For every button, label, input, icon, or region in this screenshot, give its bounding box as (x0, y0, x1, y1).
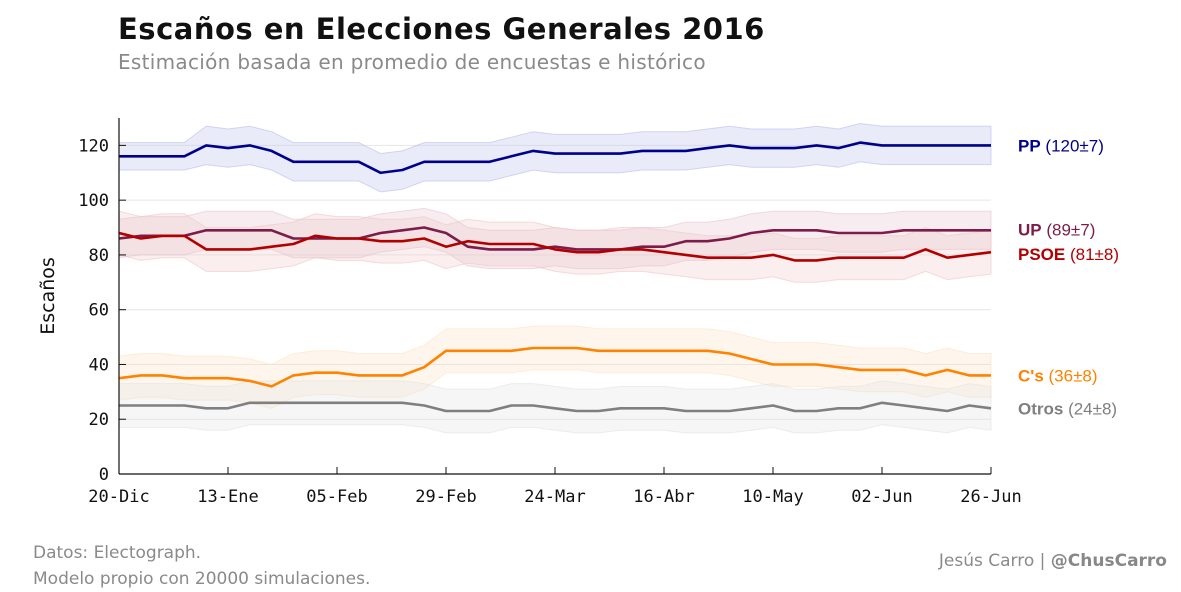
y-tick-label-0: 0 (99, 465, 109, 485)
credit-separator: | (1039, 551, 1046, 571)
series-line-psoe (118, 231, 992, 262)
series-labels: PP (120±7) UP (89±7) PSOE (81±8) C's (36±8)… (1018, 136, 1119, 418)
y-tick-label-120: 120 (78, 136, 109, 156)
source-line-2: Modelo propio con 20000 simulaciones. (33, 569, 371, 589)
series-line-up (118, 226, 991, 251)
x-tick-label-02-Jun: 02-Jun (851, 487, 912, 507)
series-line-otros (119, 401, 992, 413)
y-axis-label: Escaños (37, 257, 59, 335)
y-tick-label-60: 60 (89, 301, 109, 321)
series-label-value: (81±8) (1065, 245, 1119, 264)
series-label-value: (89±7) (1042, 220, 1096, 239)
confidence-bands (118, 122, 992, 434)
series-label-value: (36±8) (1044, 366, 1098, 385)
axes: 0 20 40 60 80 100 120 20-Dic 13-Ene 05-Feb 29-Feb 2… (37, 118, 1022, 507)
x-tick-label-16-Abr: 16-Abr (633, 487, 694, 507)
series-line-pp (119, 141, 991, 175)
x-tick-label-05-Feb: 05-Feb (306, 487, 367, 507)
y-tick-label-100: 100 (78, 191, 109, 211)
series-lines (118, 141, 992, 413)
x-tick-label-29-Feb: 29-Feb (415, 487, 476, 507)
x-tick-label-24-Mar: 24-Mar (524, 487, 585, 507)
source-line-1: Datos: Electograph. (33, 543, 202, 563)
x-tick-label-20-Dic: 20-Dic (88, 487, 149, 507)
series-label-value: (120±7) (1041, 136, 1104, 155)
series-label-name: Otros (1018, 399, 1063, 418)
chart-subtitle: Estimación basada en promedio de encuest… (118, 50, 706, 74)
author-name: Jesús Carro (938, 551, 1035, 571)
x-tick-label-10-May: 10-May (742, 487, 803, 507)
series-label-name: PSOE (1018, 245, 1065, 264)
x-tick-label-26-Jun: 26-Jun (960, 487, 1021, 507)
author-credit: Jesús Carro | @ChusCarro (939, 551, 1167, 571)
band-otros (118, 380, 992, 434)
source-note: Datos: Electograph. Modelo propio con 20… (33, 540, 370, 592)
series-label-name: UP (1018, 220, 1042, 239)
series-line-cs (118, 346, 991, 388)
series-label-cs: C's (36±8) (1018, 366, 1098, 385)
author-handle: @ChusCarro (1050, 551, 1167, 571)
series-label-name: PP (1018, 136, 1041, 155)
band-pp (118, 122, 992, 193)
y-tick-label-20: 20 (89, 410, 109, 430)
series-label-up: UP (89±7) (1018, 220, 1095, 239)
series-label-name: C's (1018, 366, 1044, 385)
y-tick-label-80: 80 (89, 246, 109, 266)
y-tick-label-40: 40 (89, 355, 109, 375)
series-label-pp: PP (120±7) (1018, 136, 1104, 155)
series-label-psoe: PSOE (81±8) (1018, 245, 1119, 264)
chart-title: Escaños en Elecciones Generales 2016 (118, 12, 765, 46)
x-tick-label-13-Ene: 13-Ene (197, 487, 258, 507)
series-label-value: (24±8) (1063, 399, 1117, 418)
series-label-otros: Otros (24±8) (1018, 399, 1117, 418)
